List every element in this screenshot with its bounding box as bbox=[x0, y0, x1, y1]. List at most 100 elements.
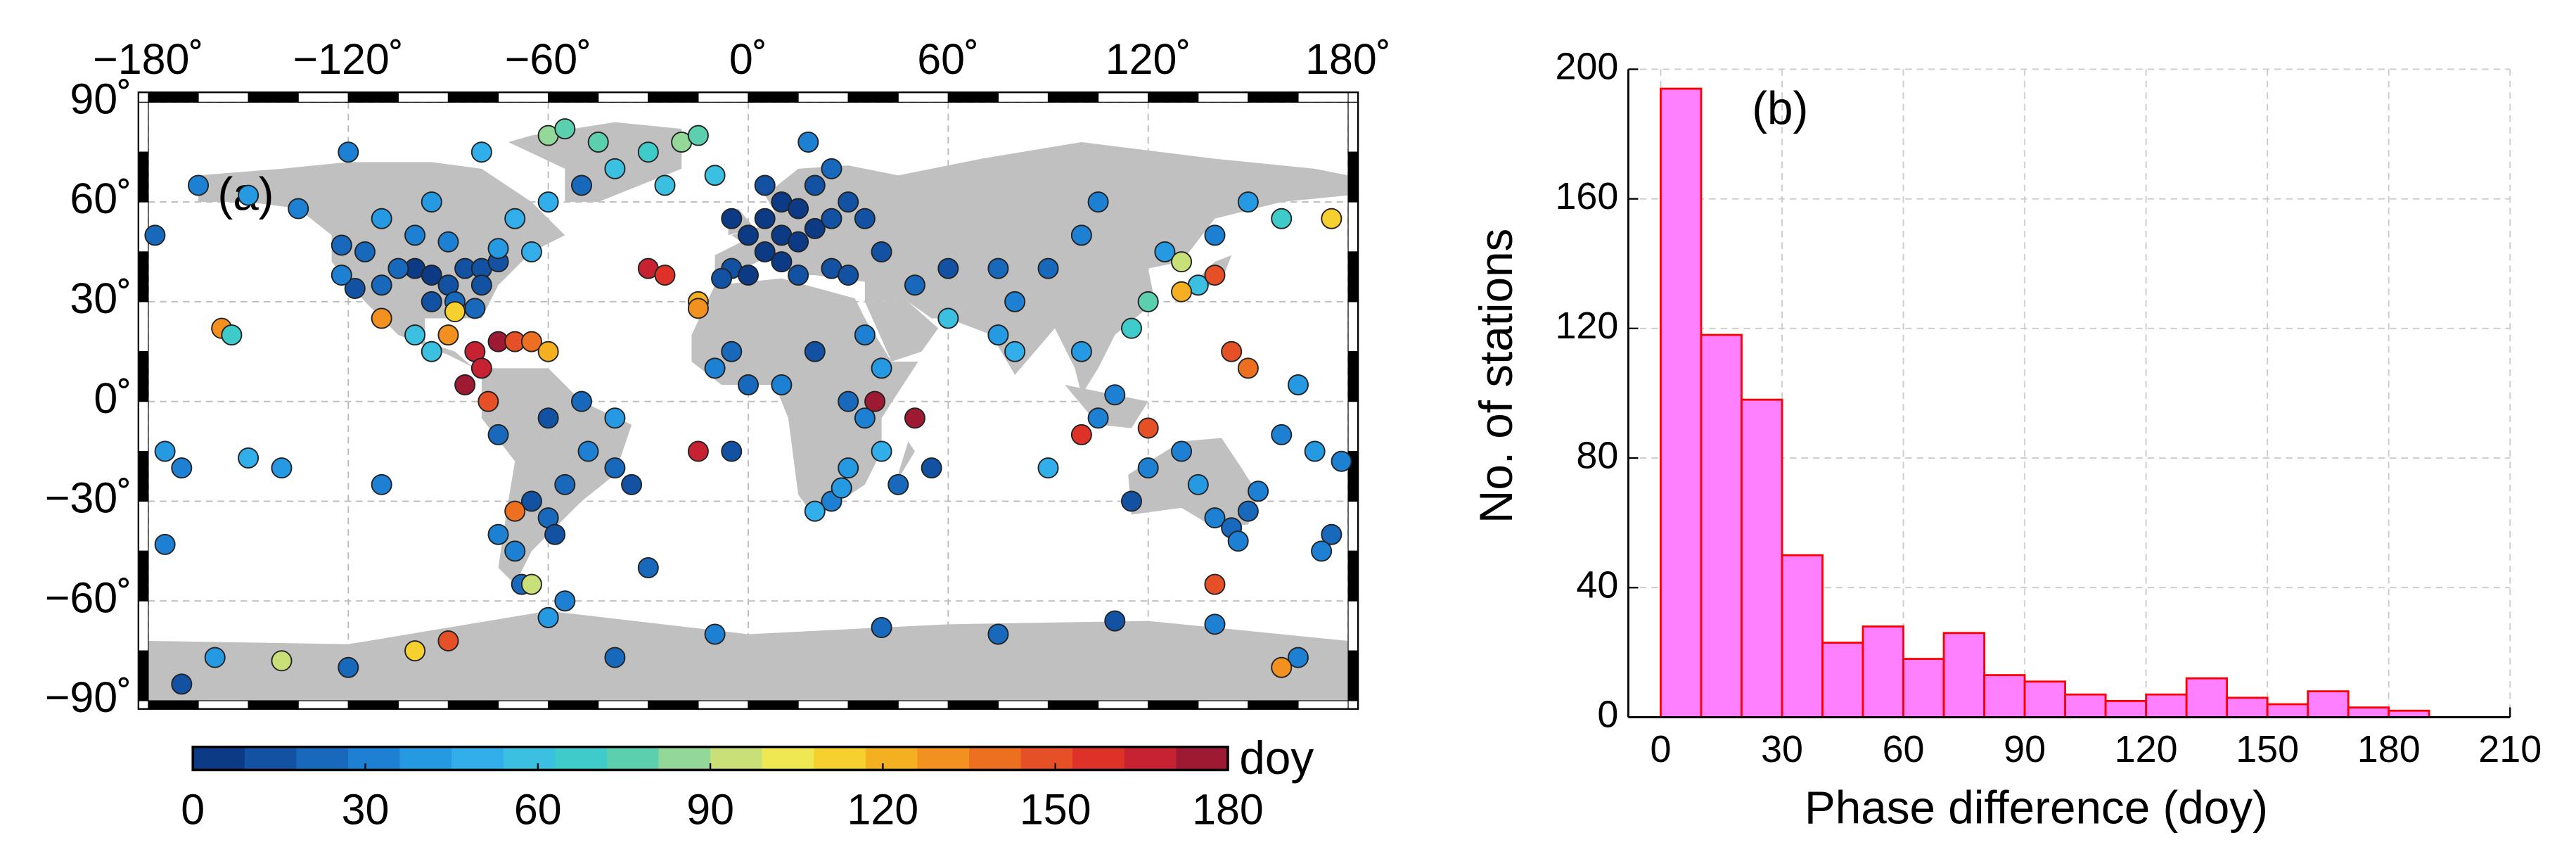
colorbar-bin bbox=[193, 746, 245, 770]
bar bbox=[2104, 700, 2148, 718]
station bbox=[804, 500, 826, 522]
station bbox=[654, 174, 676, 196]
bar bbox=[2064, 693, 2107, 718]
station bbox=[421, 291, 442, 312]
colorbar-bin bbox=[762, 746, 814, 770]
station bbox=[1070, 341, 1092, 362]
station bbox=[1204, 265, 1226, 286]
station bbox=[387, 257, 409, 279]
colorbar-bin bbox=[917, 746, 970, 770]
bar bbox=[1861, 625, 1904, 718]
station bbox=[604, 457, 626, 479]
colorbar-bin bbox=[399, 746, 452, 770]
station bbox=[704, 165, 726, 186]
station bbox=[1104, 384, 1126, 406]
station bbox=[171, 673, 193, 695]
y-tick-label: 90˚ bbox=[70, 75, 132, 122]
bar bbox=[1821, 642, 1864, 718]
x-axis-label: Phase difference (doy) bbox=[1805, 782, 2268, 833]
station bbox=[637, 556, 659, 578]
station bbox=[371, 274, 392, 296]
frame-bar bbox=[297, 700, 349, 710]
station bbox=[871, 241, 892, 262]
station bbox=[470, 141, 492, 163]
frame-bar bbox=[1347, 101, 1359, 153]
station bbox=[754, 174, 776, 196]
frame-bar bbox=[138, 600, 149, 651]
frame-bar bbox=[1347, 401, 1359, 452]
x-tick-label: 180˚ bbox=[1305, 35, 1391, 83]
frame-bar bbox=[897, 91, 949, 103]
station bbox=[1204, 507, 1226, 529]
station bbox=[854, 407, 876, 429]
frame-bar bbox=[1098, 700, 1149, 710]
frame-bar bbox=[1297, 91, 1349, 103]
map-layer: −180˚ −120˚ −60˚ 0˚ 60˚ 120˚ 180˚ 90˚ 60˚ 30˚ 0˚ −3… bbox=[45, 35, 1391, 833]
station bbox=[1287, 647, 1309, 668]
station bbox=[487, 523, 509, 545]
bar bbox=[2226, 696, 2269, 718]
frame-bar bbox=[598, 700, 649, 710]
station bbox=[404, 224, 426, 246]
station bbox=[504, 540, 526, 562]
frame-bar bbox=[138, 650, 149, 701]
frame-bar bbox=[947, 700, 999, 710]
frame-bar bbox=[897, 700, 949, 710]
station bbox=[371, 208, 392, 229]
station bbox=[154, 533, 176, 555]
bar bbox=[2145, 693, 2188, 718]
frame-bar bbox=[148, 700, 199, 710]
station bbox=[604, 647, 626, 668]
colorbar-bin bbox=[1124, 746, 1177, 770]
colorbar-tick-label: 180 bbox=[1192, 785, 1264, 833]
y-tick-label: 120 bbox=[1555, 305, 1618, 347]
colorbar-bin bbox=[1072, 746, 1125, 770]
station bbox=[577, 440, 599, 462]
colorbar-bin bbox=[710, 746, 763, 770]
station bbox=[288, 198, 309, 219]
station bbox=[1104, 610, 1126, 632]
frame-bar bbox=[1347, 500, 1359, 552]
bar bbox=[2023, 680, 2067, 718]
frame-bar bbox=[138, 201, 149, 253]
station bbox=[478, 390, 499, 412]
station bbox=[1137, 457, 1159, 479]
station bbox=[1237, 357, 1259, 379]
station bbox=[654, 265, 676, 286]
station bbox=[804, 174, 826, 196]
colorbar-bin bbox=[865, 746, 918, 770]
frame-bar bbox=[1198, 700, 1249, 710]
station bbox=[887, 473, 909, 495]
station bbox=[1331, 450, 1352, 472]
frame-bar bbox=[1347, 201, 1359, 253]
station bbox=[604, 158, 626, 179]
station bbox=[1304, 440, 1326, 462]
bar bbox=[1983, 674, 2026, 718]
x-tick-label: 60 bbox=[1883, 728, 1925, 770]
x-tick-label: 60˚ bbox=[917, 35, 979, 83]
station bbox=[238, 447, 259, 469]
station bbox=[544, 523, 566, 545]
y-tick-label: −90˚ bbox=[45, 673, 132, 721]
colorbar-bin bbox=[606, 746, 660, 770]
station bbox=[1237, 500, 1259, 522]
south-america bbox=[481, 368, 632, 585]
station bbox=[821, 158, 842, 179]
station bbox=[1221, 341, 1243, 362]
station bbox=[1227, 530, 1249, 552]
station bbox=[804, 341, 826, 362]
station bbox=[487, 238, 509, 260]
colorbar-frame bbox=[191, 745, 1229, 772]
station bbox=[271, 457, 293, 479]
station bbox=[338, 141, 359, 163]
frame-bar bbox=[497, 91, 549, 103]
eurasia bbox=[715, 142, 1349, 395]
frame-bar bbox=[138, 301, 149, 352]
station bbox=[604, 407, 626, 429]
station bbox=[838, 390, 859, 412]
station bbox=[587, 132, 609, 153]
y-tick-label: −30˚ bbox=[45, 474, 132, 522]
station bbox=[331, 265, 352, 286]
frame-bar bbox=[397, 700, 449, 710]
